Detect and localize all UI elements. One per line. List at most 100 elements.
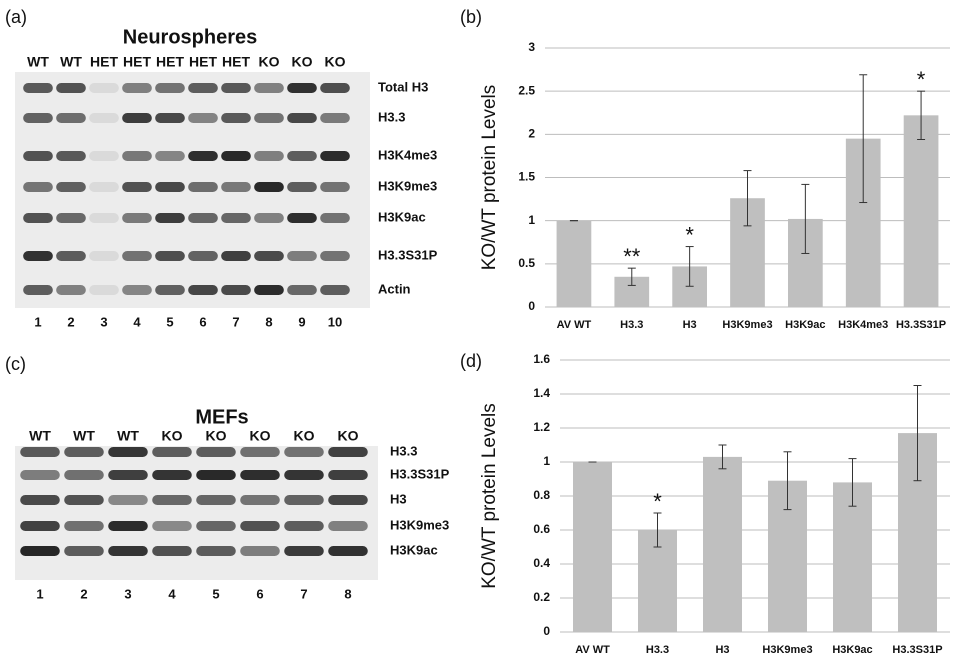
lane-number: 8 (265, 314, 272, 329)
row-label: H3.3S31P (378, 247, 438, 262)
band (122, 151, 152, 161)
band (221, 113, 251, 123)
y-tick-label: 0.8 (533, 488, 550, 502)
band (122, 213, 152, 223)
band (287, 251, 317, 261)
band (254, 285, 284, 295)
band (155, 213, 185, 223)
row-label: H3 (390, 491, 407, 506)
lane-number: 7 (232, 314, 239, 329)
band (254, 251, 284, 261)
y-tick-label: 1.5 (518, 170, 535, 184)
lane-number: 9 (298, 314, 305, 329)
band (23, 251, 53, 261)
band (240, 447, 280, 457)
row-label: H3K9me3 (378, 178, 437, 193)
band (56, 285, 86, 295)
band (196, 521, 236, 531)
band (64, 495, 104, 505)
lane-number: 1 (36, 586, 43, 601)
band (20, 495, 60, 505)
band (240, 470, 280, 480)
band (56, 83, 86, 93)
band (254, 83, 284, 93)
band (23, 182, 53, 192)
panel-label: (d) (460, 351, 482, 371)
band (188, 83, 218, 93)
band (155, 113, 185, 123)
row-label: Total H3 (378, 79, 428, 94)
band (20, 470, 60, 480)
band (221, 83, 251, 93)
band (287, 113, 317, 123)
band (89, 151, 119, 161)
band (56, 113, 86, 123)
x-tick-label: H3K9me3 (762, 644, 812, 656)
x-tick-label: H3.3 (620, 319, 643, 331)
significance-mark: * (685, 222, 694, 247)
y-tick-label: 1 (543, 454, 550, 468)
band (320, 151, 350, 161)
lane-label: WT (27, 54, 49, 70)
y-tick-label: 1.6 (533, 352, 550, 366)
band (188, 213, 218, 223)
band (320, 285, 350, 295)
bar (833, 482, 872, 632)
lane-label: WT (29, 428, 51, 444)
x-tick-label: H3.3S31P (896, 319, 946, 331)
band (89, 285, 119, 295)
y-tick-label: 0.5 (518, 256, 535, 270)
band (196, 470, 236, 480)
lane-label: KO (259, 54, 280, 70)
lane-label: KO (292, 54, 313, 70)
band (287, 151, 317, 161)
band (122, 251, 152, 261)
band (196, 447, 236, 457)
blot-title: MEFs (195, 406, 248, 428)
band (89, 113, 119, 123)
x-tick-label: H3.3S31P (892, 644, 942, 656)
band (328, 495, 368, 505)
significance-mark: * (917, 67, 926, 92)
lane-label: KO (162, 428, 183, 444)
blot-background (15, 446, 378, 580)
band (20, 447, 60, 457)
lane-label: HET (90, 54, 118, 70)
y-tick-label: 2 (528, 127, 535, 141)
band (254, 151, 284, 161)
band (108, 495, 148, 505)
band (284, 546, 324, 556)
x-tick-label: H3K9ac (785, 319, 825, 331)
lane-number: 1 (34, 314, 41, 329)
band (320, 213, 350, 223)
lane-number: 5 (212, 586, 219, 601)
x-tick-label: H3 (683, 319, 697, 331)
significance-mark: * (653, 489, 662, 514)
band (23, 285, 53, 295)
y-tick-label: 0.2 (533, 590, 550, 604)
x-tick-label: H3K9me3 (722, 319, 772, 331)
band (23, 113, 53, 123)
band (155, 285, 185, 295)
row-label: H3K9ac (390, 542, 438, 557)
band (89, 213, 119, 223)
band (108, 447, 148, 457)
band (23, 151, 53, 161)
y-tick-label: 3 (528, 40, 535, 54)
lane-number: 7 (300, 586, 307, 601)
band (320, 251, 350, 261)
band (221, 151, 251, 161)
band (240, 521, 280, 531)
band (155, 83, 185, 93)
band (328, 546, 368, 556)
band (122, 113, 152, 123)
band (56, 182, 86, 192)
band (196, 546, 236, 556)
band (108, 470, 148, 480)
band (320, 113, 350, 123)
lane-number: 4 (168, 586, 176, 601)
band (122, 285, 152, 295)
bar (573, 462, 612, 632)
y-tick-label: 1.2 (533, 420, 550, 434)
